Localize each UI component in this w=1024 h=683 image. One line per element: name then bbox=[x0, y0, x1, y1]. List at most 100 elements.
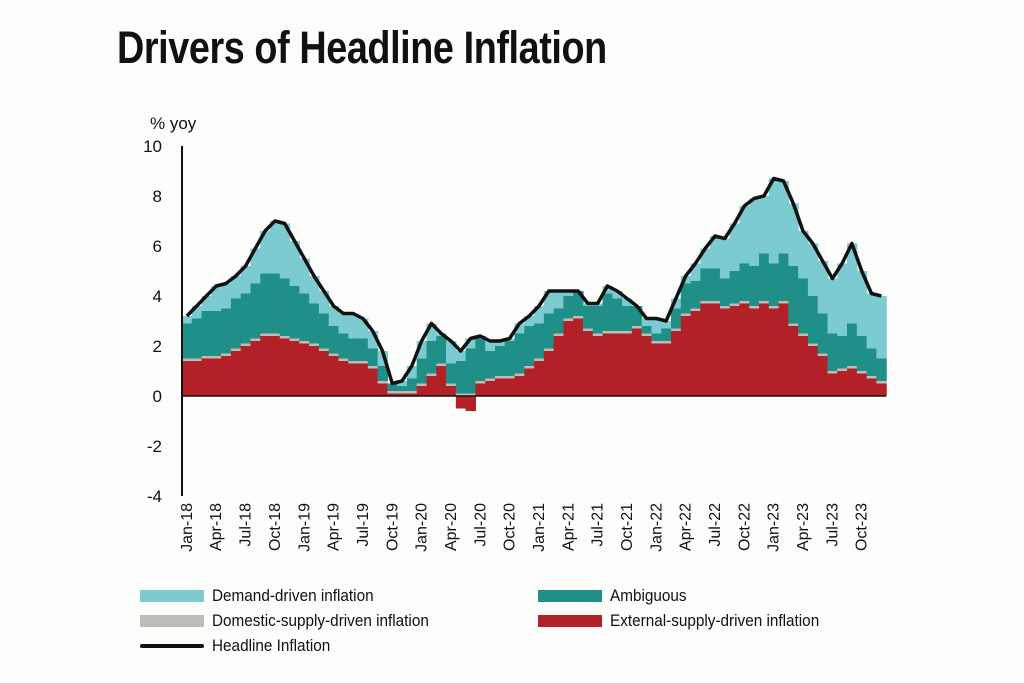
bar-demand-driven-inflation-17 bbox=[348, 313, 359, 339]
bar-ambiguous-2 bbox=[201, 311, 212, 356]
bar-ambiguous-6 bbox=[240, 293, 252, 344]
bar-external-supply-driven-inflation-11 bbox=[289, 341, 300, 396]
bar-external-supply-driven-inflation-17 bbox=[348, 363, 359, 396]
bar-ambiguous-18 bbox=[358, 338, 369, 361]
bar-domestic-supply-driven-inflation-7 bbox=[250, 338, 261, 341]
bar-ambiguous-26 bbox=[436, 336, 447, 364]
bar-demand-driven-inflation-7 bbox=[250, 248, 261, 284]
bar-demand-driven-inflation-38 bbox=[553, 291, 565, 309]
x-tick-label: Jul-23 bbox=[824, 503, 841, 547]
bar-ambiguous-68 bbox=[847, 323, 858, 366]
bar-domestic-supply-driven-inflation-67 bbox=[837, 368, 848, 371]
bar-domestic-supply-driven-inflation-47 bbox=[641, 333, 653, 336]
bar-demand-driven-inflation-68 bbox=[847, 243, 858, 324]
x-tick-label: Apr-21 bbox=[560, 503, 577, 551]
bar-external-supply-driven-inflation-0 bbox=[182, 361, 193, 396]
legend-item-ambiguous: Ambiguous bbox=[538, 586, 695, 606]
bar-external-supply-driven-inflation-56 bbox=[729, 306, 741, 396]
bar-demand-driven-inflation-50 bbox=[671, 298, 682, 309]
bar-external-supply-driven-inflation-37 bbox=[543, 351, 555, 396]
x-tick-label: Jul-21 bbox=[590, 503, 607, 547]
bar-external-supply-driven-inflation-70 bbox=[866, 378, 877, 396]
bar-demand-driven-inflation-36 bbox=[534, 306, 545, 324]
bar-domestic-supply-driven-inflation-46 bbox=[631, 326, 643, 329]
bar-ambiguous-29 bbox=[465, 348, 476, 394]
bar-ambiguous-33 bbox=[504, 341, 516, 376]
x-tick-label: Oct-21 bbox=[619, 503, 636, 551]
bar-domestic-supply-driven-inflation-54 bbox=[710, 301, 721, 304]
bar-domestic-supply-driven-inflation-32 bbox=[494, 376, 506, 379]
bar-external-supply-driven-inflation-62 bbox=[788, 326, 799, 396]
bar-external-supply-driven-inflation-39 bbox=[563, 321, 574, 396]
bar-external-supply-driven-inflation-52 bbox=[690, 311, 701, 396]
bar-domestic-supply-driven-inflation-63 bbox=[798, 333, 809, 336]
bar-demand-driven-inflation-63 bbox=[798, 231, 809, 279]
bar-external-supply-driven-inflation-5 bbox=[230, 351, 242, 396]
bar-ambiguous-19 bbox=[367, 348, 379, 366]
bar-external-supply-driven-inflation-22 bbox=[397, 393, 408, 396]
bar-ambiguous-30 bbox=[475, 336, 486, 381]
bar-domestic-supply-driven-inflation-14 bbox=[318, 348, 330, 351]
headline-inflation-line bbox=[185, 176, 882, 386]
bar-domestic-supply-driven-inflation-71 bbox=[876, 381, 887, 384]
bar-domestic-supply-driven-inflation-51 bbox=[680, 313, 692, 316]
bar-demand-driven-inflation-2 bbox=[201, 296, 212, 311]
bar-domestic-supply-driven-inflation-36 bbox=[534, 358, 545, 361]
bar-demand-driven-inflation-43 bbox=[602, 286, 613, 294]
bar-ambiguous-61 bbox=[778, 253, 789, 301]
bar-external-supply-driven-inflation-58 bbox=[749, 308, 760, 396]
bar-external-supply-driven-inflation-15 bbox=[328, 356, 340, 396]
bar-ambiguous-69 bbox=[856, 336, 868, 371]
bar-ambiguous-4 bbox=[221, 308, 232, 354]
bar-demand-driven-inflation-11 bbox=[289, 241, 300, 286]
bar-external-supply-driven-inflation-44 bbox=[612, 333, 623, 396]
bar-demand-driven-inflation-52 bbox=[690, 263, 701, 281]
bar-domestic-supply-driven-inflation-12 bbox=[299, 341, 310, 344]
bar-external-supply-driven-inflation-54 bbox=[710, 303, 721, 396]
bar-external-supply-driven-inflation-43 bbox=[602, 333, 613, 396]
bar-external-supply-driven-inflation-1 bbox=[191, 361, 203, 396]
bar-demand-driven-inflation-57 bbox=[739, 206, 750, 264]
bar-demand-driven-inflation-64 bbox=[807, 243, 819, 296]
bar-ambiguous-36 bbox=[534, 323, 545, 359]
bar-demand-driven-inflation-69 bbox=[856, 271, 868, 336]
bar-ambiguous-23 bbox=[406, 378, 418, 391]
bar-domestic-supply-driven-inflation-59 bbox=[759, 301, 770, 304]
bar-domestic-supply-driven-inflation-43 bbox=[602, 331, 613, 334]
bar-external-supply-driven-inflation-20 bbox=[377, 383, 388, 396]
bar-demand-driven-inflation-24 bbox=[416, 341, 428, 359]
bar-domestic-supply-driven-inflation-26 bbox=[436, 363, 447, 366]
bar-external-supply-driven-inflation-57 bbox=[739, 303, 750, 396]
bar-domestic-supply-driven-inflation-6 bbox=[240, 343, 252, 346]
bar-ambiguous-7 bbox=[250, 283, 261, 339]
bar-external-supply-driven-inflation-63 bbox=[798, 336, 809, 396]
bar-ambiguous-0 bbox=[182, 323, 193, 359]
bar-ambiguous-16 bbox=[338, 333, 349, 359]
bar-ambiguous-34 bbox=[514, 333, 525, 374]
bar-demand-driven-inflation-18 bbox=[358, 318, 369, 339]
bar-domestic-supply-driven-inflation-15 bbox=[328, 353, 340, 356]
bar-external-supply-driven-inflation-26 bbox=[436, 366, 447, 396]
bar-external-supply-driven-inflation-7 bbox=[250, 341, 261, 396]
bar-ambiguous-41 bbox=[582, 306, 594, 329]
x-tick-label: Oct-20 bbox=[502, 503, 519, 551]
bar-ambiguous-67 bbox=[837, 336, 848, 369]
bar-demand-driven-inflation-48 bbox=[651, 318, 662, 334]
bar-external-supply-driven-inflation-24 bbox=[416, 386, 428, 396]
bar-demand-driven-inflation-71 bbox=[876, 296, 887, 359]
bar-external-supply-driven-inflation-51 bbox=[680, 316, 692, 396]
x-tick-label: Apr-20 bbox=[443, 503, 460, 551]
bar-ambiguous-64 bbox=[807, 296, 819, 344]
bar-ambiguous-42 bbox=[592, 306, 604, 334]
y-tick-label: -2 bbox=[147, 437, 162, 456]
bar-domestic-supply-driven-inflation-48 bbox=[651, 341, 662, 344]
bar-domestic-supply-driven-inflation-34 bbox=[514, 373, 525, 376]
bar-demand-driven-inflation-32 bbox=[494, 341, 506, 346]
bar-demand-driven-inflation-61 bbox=[778, 181, 789, 254]
bar-ambiguous-15 bbox=[328, 326, 340, 354]
bar-domestic-supply-driven-inflation-18 bbox=[358, 361, 369, 364]
bar-demand-driven-inflation-10 bbox=[279, 223, 291, 279]
legend-label: Headline Inflation bbox=[212, 636, 331, 655]
bar-ambiguous-28 bbox=[455, 361, 467, 394]
bar-domestic-supply-driven-inflation-55 bbox=[719, 306, 731, 309]
